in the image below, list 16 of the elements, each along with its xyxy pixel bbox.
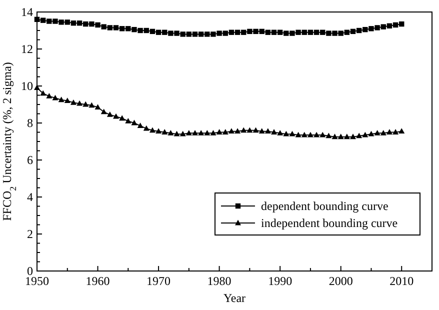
y-tick-label: 12 bbox=[21, 42, 33, 56]
legend-label: dependent bounding curve bbox=[261, 199, 388, 213]
x-tick-label: 1990 bbox=[268, 274, 292, 288]
x-tick-label: 1970 bbox=[146, 274, 171, 288]
x-tick-label: 2010 bbox=[390, 274, 414, 288]
y-tick-label: 4 bbox=[27, 190, 33, 204]
x-axis-title: Year bbox=[223, 291, 246, 305]
x-tick-label: 1980 bbox=[207, 274, 232, 288]
x-tick-label: 1960 bbox=[86, 274, 110, 288]
y-tick-label: 6 bbox=[27, 153, 33, 167]
y-tick-label: 2 bbox=[27, 227, 33, 241]
y-tick-label: 14 bbox=[21, 5, 33, 19]
x-tick-label: 2000 bbox=[328, 274, 353, 288]
y-tick-label: 8 bbox=[27, 116, 33, 130]
y-tick-label: 10 bbox=[21, 79, 33, 93]
legend-label: independent bounding curve bbox=[261, 216, 398, 230]
